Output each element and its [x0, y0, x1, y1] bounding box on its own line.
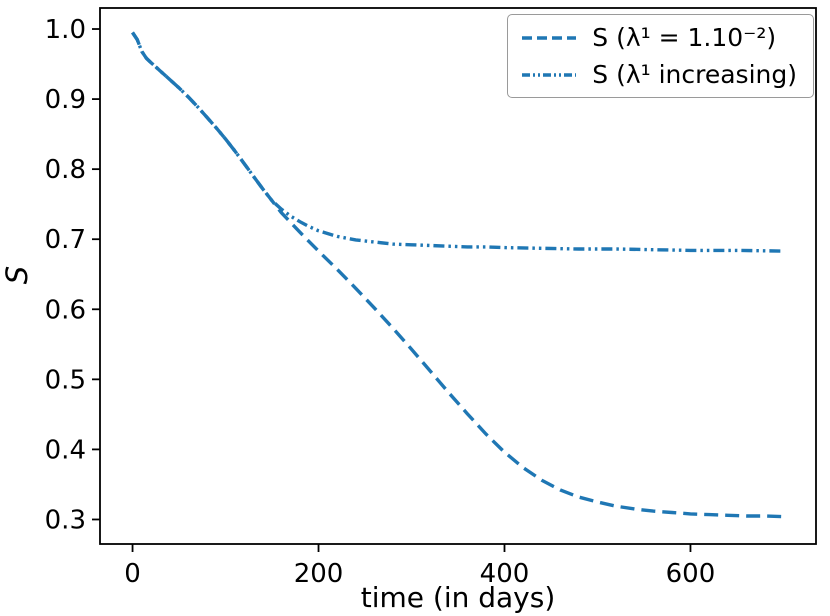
x-tick-label: 0	[124, 559, 141, 589]
y-tick-label: 0.6	[45, 295, 86, 325]
y-axis-label: S	[0, 265, 35, 285]
x-tick-label: 600	[666, 559, 716, 589]
x-tick-label: 200	[294, 559, 344, 589]
legend-label: S (λ¹ = 1.10⁻²)	[592, 23, 777, 52]
legend-dashed-line-sample	[522, 35, 577, 40]
y-tick-label: 0.8	[45, 155, 86, 185]
y-tick-label: 0.4	[45, 435, 86, 465]
series-line-0	[131, 31, 784, 519]
legend-label: S (λ¹ increasing)	[592, 60, 797, 89]
legend-entry-increasing-lambda: S (λ¹ increasing)	[520, 60, 797, 89]
y-tick-label: 1.0	[45, 15, 86, 45]
y-tick-label: 0.5	[45, 365, 86, 395]
x-tick-label: 400	[480, 559, 530, 589]
series-line-1	[131, 31, 784, 253]
legend: S (λ¹ = 1.10⁻²) S (λ¹ increasing)	[507, 14, 814, 98]
x-axis-label: time (in days)	[360, 581, 556, 614]
y-tick-label: 0.3	[45, 505, 86, 535]
legend-dashdotdot-line-sample	[522, 72, 577, 77]
y-tick-label: 0.9	[45, 85, 86, 115]
legend-entry-constant-lambda: S (λ¹ = 1.10⁻²)	[520, 23, 797, 52]
axes-box	[99, 7, 817, 545]
y-tick-label: 0.7	[45, 225, 86, 255]
